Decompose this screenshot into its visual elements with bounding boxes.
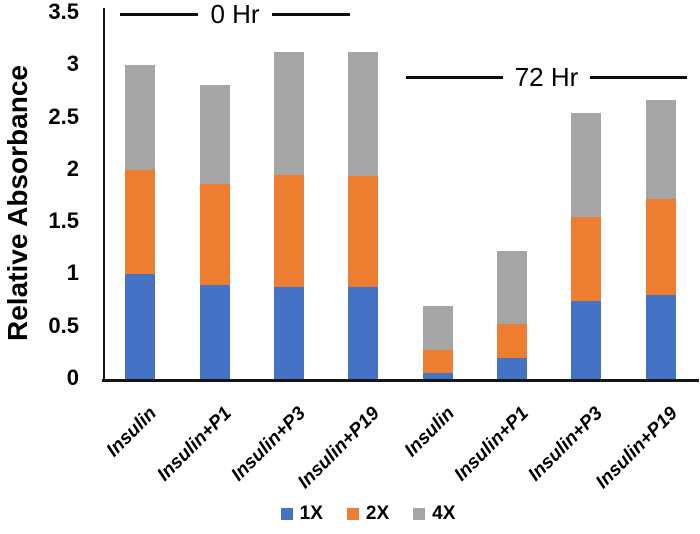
group-annotation-0hr: 0 Hr xyxy=(120,0,350,28)
y-tick-label: 1.5 xyxy=(48,208,79,234)
bar-stack-6 xyxy=(497,251,527,379)
bar-segment-2x xyxy=(646,199,676,296)
chart-legend: 1X 2X 4X xyxy=(0,504,700,524)
bar-segment-4x xyxy=(348,52,378,177)
bar-stack-4 xyxy=(348,52,378,379)
bar-segment-1x xyxy=(571,300,601,379)
y-tick-label: 2 xyxy=(66,155,79,181)
bar-stack-3 xyxy=(274,52,304,379)
bar-segment-4x xyxy=(423,306,453,350)
bar-segment-1x xyxy=(125,274,155,379)
y-tick-label: 3.5 xyxy=(48,0,79,24)
bar-segment-4x xyxy=(646,100,676,200)
legend-swatch-icon xyxy=(413,508,426,520)
legend-item-2x: 2X xyxy=(346,503,390,524)
y-tick-label: 2.5 xyxy=(48,103,79,129)
y-axis-title: Relative Absorbance xyxy=(2,65,33,341)
bar-segment-2x xyxy=(348,176,378,288)
bar-segment-2x xyxy=(497,323,527,359)
x-axis-line xyxy=(102,379,699,382)
bar-segment-4x xyxy=(125,65,155,170)
bar-stack-5 xyxy=(423,306,453,379)
bar-segment-2x xyxy=(274,175,304,288)
annotation-line-left xyxy=(120,12,199,16)
legend-swatch-icon xyxy=(280,508,293,520)
legend-label: 1X xyxy=(299,503,323,524)
group-label-0hr: 0 Hr xyxy=(210,0,260,29)
bar-segment-4x xyxy=(571,113,601,217)
bar-stack-1 xyxy=(125,65,155,379)
bar-segment-2x xyxy=(571,216,601,301)
annotation-line-left xyxy=(406,75,503,79)
y-tick-label: 1 xyxy=(66,260,79,286)
y-tick-label: 0 xyxy=(66,365,79,390)
legend-swatch-icon xyxy=(346,508,359,520)
bar-stack-8 xyxy=(646,100,676,379)
legend-label: 4X xyxy=(432,503,456,524)
bar-segment-2x xyxy=(200,184,230,285)
group-label-72hr: 72 Hr xyxy=(514,62,579,92)
legend-label: 2X xyxy=(365,503,390,524)
bar-segment-4x xyxy=(200,85,230,185)
annotation-line-right xyxy=(590,75,688,79)
annotation-line-right xyxy=(271,12,350,16)
bar-segment-2x xyxy=(423,349,453,373)
bar-segment-4x xyxy=(274,52,304,176)
y-axis-line xyxy=(103,8,105,381)
y-tick-label: 3 xyxy=(66,51,79,77)
bar-segment-1x xyxy=(646,295,676,379)
y-tick-label: 0.5 xyxy=(48,312,79,338)
legend-item-1x: 1X xyxy=(280,503,323,524)
group-annotation-72hr: 72 Hr xyxy=(406,62,688,92)
bar-segment-1x xyxy=(348,287,378,379)
bar-segment-1x xyxy=(274,287,304,379)
bar-stack-2 xyxy=(200,85,230,379)
bar-stack-7 xyxy=(571,113,601,379)
bar-segment-1x xyxy=(423,372,453,379)
bar-segment-4x xyxy=(497,251,527,324)
bar-segment-2x xyxy=(125,169,155,275)
legend-item-4x: 4X xyxy=(413,504,455,524)
bar-segment-1x xyxy=(497,358,527,379)
bar-segment-1x xyxy=(200,284,230,379)
